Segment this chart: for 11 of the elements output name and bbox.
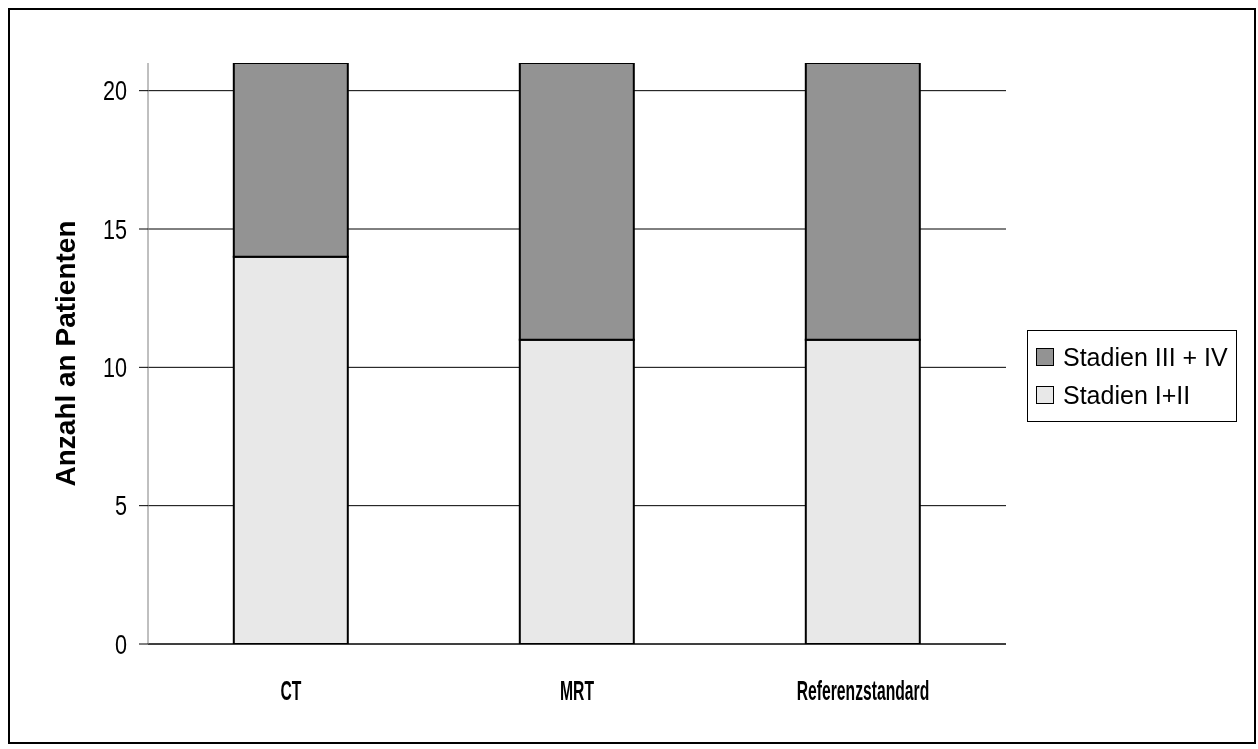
y-tick-label: 0: [114, 629, 127, 660]
legend-label: Stadien III + IV: [1063, 342, 1228, 373]
x-tick-label: MRT: [560, 673, 595, 707]
legend-label: Stadien I+II: [1063, 380, 1191, 411]
x-tick-label: CT: [280, 673, 302, 707]
y-tick-label: 15: [102, 214, 127, 245]
x-tick-label: Referenzstandard: [796, 673, 930, 707]
y-tick-label: 10: [102, 352, 127, 383]
y-tick-label: 20: [102, 75, 127, 106]
y-tick-label: 5: [114, 490, 127, 521]
y-axis-title: Anzahl an Patienten: [49, 220, 81, 487]
